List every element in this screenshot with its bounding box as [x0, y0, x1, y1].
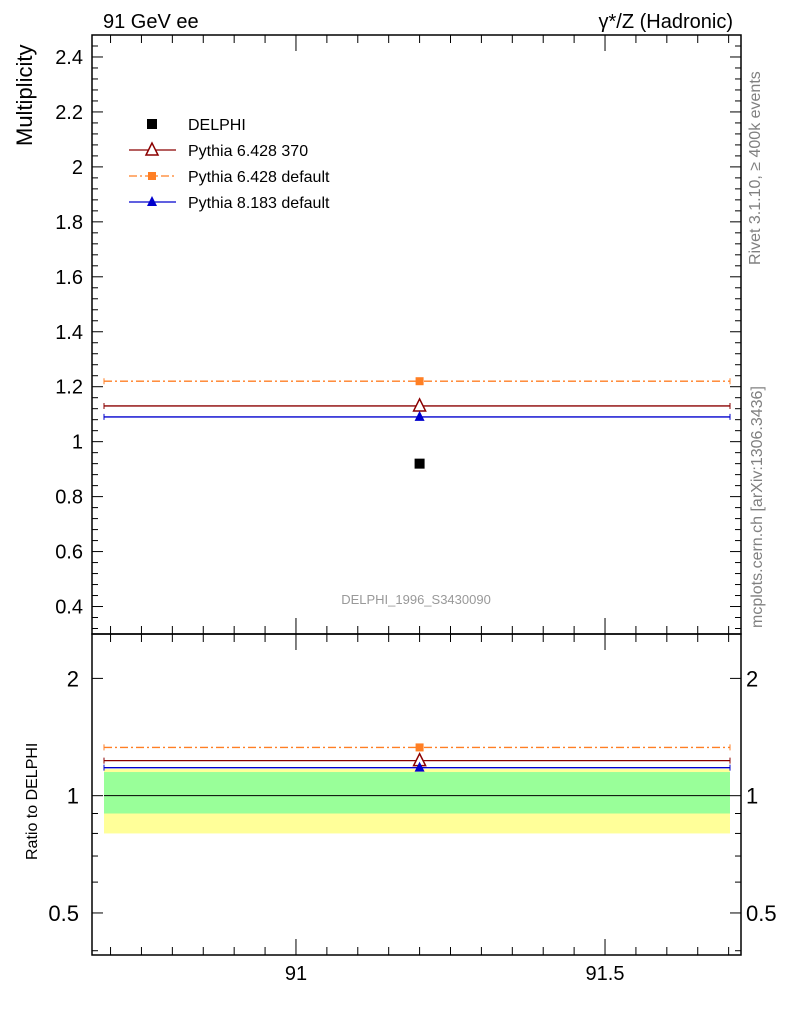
axis-ticks: [92, 34, 741, 955]
header-right-label: γ*/Z (Hadronic): [599, 11, 733, 33]
mcplots-label: mcplots.cern.ch [arXiv:1306.3436]: [749, 386, 766, 628]
ratio-y-tick-label: 2: [67, 666, 79, 691]
ratio-y-tick-label-right: 1: [746, 784, 758, 809]
ratio-y-tick-label: 1: [67, 784, 79, 809]
main-y-tick-label: 2.2: [55, 102, 83, 124]
tick-labels: 0.4 0.6 0.8 1 1.2 1.4 1.6 1.8 2 2.2 2.4 0.5 0.5 1 1 2 2 9…: [48, 47, 776, 985]
ratio-point-pythia-6-428-default: [415, 743, 424, 752]
x-tick-label: 91.5: [586, 963, 625, 985]
main-y-tick-label: 2: [72, 157, 83, 179]
main-y-tick-label: 1.8: [55, 212, 83, 234]
main-y-tick-label: 1.2: [55, 377, 83, 399]
main-y-tick-label: 2.4: [55, 47, 83, 69]
rivet-version-label: Rivet 3.1.10, ≥ 400k events: [747, 71, 764, 265]
legend-entry-label: Pythia 6.428 default: [188, 169, 330, 186]
main-y-tick-label: 1.4: [55, 322, 83, 344]
legend-marker: [147, 119, 157, 129]
main-y-tick-label: 1: [72, 432, 83, 454]
main-y-tick-label: 0.8: [55, 487, 83, 509]
legend-entry-label: DELPHI: [188, 117, 246, 134]
ratio-plot-frame: [91, 633, 742, 956]
main-y-tick-label: 0.4: [55, 597, 83, 619]
ratio-y-axis-label: Ratio to DELPHI: [24, 743, 41, 860]
legend: DELPHI Pythia 6.428 370 Pythia 6.428 defau…: [129, 117, 330, 212]
analysis-watermark: DELPHI_1996_S3430090: [341, 592, 491, 607]
ratio-band-one-sigma: [104, 772, 730, 814]
legend-marker: [144, 141, 160, 156]
main-point-pythia-6-428-370: [412, 397, 427, 412]
main-point-pythia-6-428-default: [415, 377, 424, 386]
legend-entry-label: Pythia 6.428 370: [188, 143, 308, 160]
ratio-y-tick-label: 0.5: [48, 901, 79, 926]
main-point-delphi: [414, 458, 425, 469]
ratio-point-pythia-8-183-default: [414, 761, 425, 772]
x-tick-label: 91: [285, 963, 307, 985]
header-left-label: 91 GeV ee: [103, 11, 199, 33]
main-y-axis-label: Multiplicity: [12, 45, 37, 146]
ratio-y-tick-label-right: 2: [746, 666, 758, 691]
legend-marker: [147, 196, 157, 206]
ratio-bands: [104, 769, 730, 834]
main-y-tick-label: 0.6: [55, 542, 83, 564]
main-point-pythia-8-183-default: [414, 410, 425, 421]
legend-entry-label: Pythia 8.183 default: [188, 195, 330, 212]
ratio-y-tick-label-right: 0.5: [746, 901, 777, 926]
main-y-tick-label: 1.6: [55, 267, 83, 289]
data-series: [103, 377, 731, 772]
plot-frames: [91, 34, 742, 956]
legend-marker: [148, 172, 156, 180]
